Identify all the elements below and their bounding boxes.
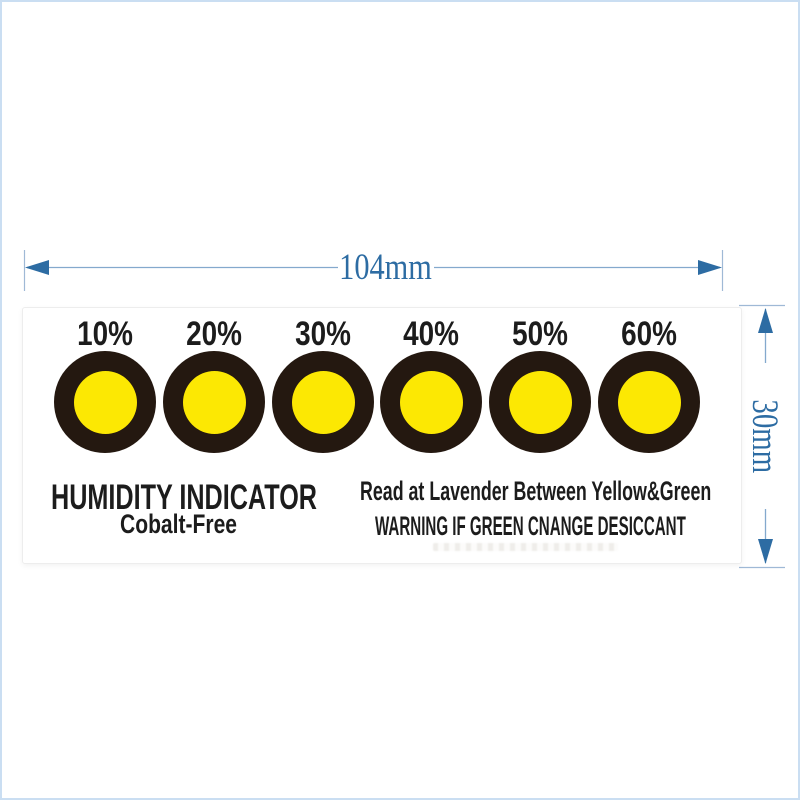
spot-ring (272, 351, 374, 453)
width-dimension-label: 104mm (338, 249, 434, 286)
read-instruction: Read at Lavender Between Yellow&Green (360, 476, 712, 506)
card-subtitle: Cobalt-Free (120, 509, 238, 539)
spot-ring (489, 351, 591, 453)
humidity-spot-20: 20% (160, 317, 268, 453)
spot-percent-label: 30% (295, 315, 351, 353)
spot-ring (380, 351, 482, 453)
indicator-card: 10% 20% 30% 40% 50% (22, 307, 742, 564)
height-dimension-value: 30mm (744, 399, 786, 473)
height-arrow-down-icon (758, 539, 773, 564)
warning-text: WARNING IF GREEN CNANGE DESICCANT (375, 511, 686, 541)
spot-percent-label: 40% (403, 315, 459, 353)
width-arrow-right-icon (698, 260, 722, 275)
spot-indicator-window (182, 370, 246, 434)
spot-ring (163, 351, 265, 453)
spot-percent-label: 20% (186, 315, 242, 353)
width-arrow-left-icon (25, 260, 49, 275)
spot-ring (598, 351, 700, 453)
spot-indicator-window (617, 370, 681, 434)
height-arrow-up-icon (758, 308, 773, 333)
width-dimension-value: 104mm (339, 247, 433, 288)
spot-indicator-window (399, 370, 463, 434)
spot-percent-label: 10% (77, 315, 133, 353)
height-dimension-label: 30mm (744, 363, 786, 509)
humidity-spot-50: 50% (486, 317, 594, 453)
spot-ring (54, 351, 156, 453)
spot-percent-label: 60% (621, 315, 677, 353)
spot-indicator-window (73, 370, 137, 434)
spot-indicator-window (508, 370, 572, 434)
humidity-spot-10: 10% (51, 317, 159, 453)
humidity-spot-30: 30% (269, 317, 377, 453)
humidity-spot-40: 40% (377, 317, 485, 453)
card-title: HUMIDITY INDICATOR (51, 478, 318, 517)
spot-indicator-window (291, 370, 355, 434)
faint-watermark (433, 543, 618, 551)
spot-percent-label: 50% (512, 315, 568, 353)
humidity-spot-60: 60% (595, 317, 703, 453)
